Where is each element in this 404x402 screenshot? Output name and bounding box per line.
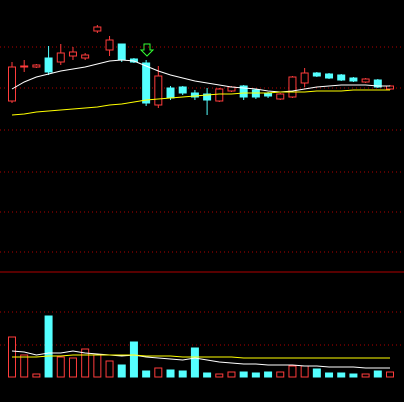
- candle-body: [300, 72, 309, 84]
- candle-body: [337, 74, 346, 81]
- candle-body: [361, 78, 370, 83]
- volume-bar: [178, 370, 187, 378]
- volume-bar: [190, 347, 199, 378]
- volume-bar: [312, 368, 321, 378]
- moving-average: [11, 350, 390, 369]
- candle-body: [154, 75, 163, 106]
- volume-bar: [325, 372, 334, 378]
- candle-body: [56, 52, 65, 63]
- volume-bar: [251, 372, 260, 378]
- candle-body: [32, 64, 41, 68]
- volume-bar: [154, 367, 163, 378]
- candle-body: [142, 62, 151, 104]
- candle-body: [117, 43, 126, 61]
- candle-body: [105, 39, 114, 51]
- volume-bar: [349, 373, 358, 378]
- volume-bar: [227, 371, 236, 378]
- candle-body: [203, 93, 212, 101]
- volume-bar: [81, 348, 90, 378]
- candle-body: [44, 57, 53, 73]
- moving-average: [11, 89, 390, 116]
- candle-body: [81, 54, 90, 59]
- volume-bar: [300, 365, 309, 378]
- volume-bar: [276, 371, 285, 378]
- volume-bar: [68, 357, 77, 378]
- candle-body: [20, 65, 29, 68]
- candle-body: [166, 87, 175, 99]
- volume-bar: [288, 365, 297, 378]
- volume-bar: [373, 370, 382, 378]
- volume-bar: [105, 360, 114, 378]
- volume-bar: [239, 371, 248, 378]
- candle-body: [68, 51, 77, 57]
- candle-body: [178, 86, 187, 94]
- moving-average: [12, 354, 390, 359]
- candle-body: [93, 26, 102, 32]
- volume-bar: [386, 371, 394, 378]
- candle-body: [288, 76, 297, 98]
- volume-bar: [264, 371, 273, 378]
- signal-arrow: [139, 43, 155, 57]
- candle-body: [190, 92, 199, 98]
- candle-body: [215, 88, 224, 102]
- candle-body: [8, 66, 16, 102]
- volume-bar: [32, 373, 41, 378]
- volume-bar: [142, 370, 151, 378]
- candle-body: [312, 72, 321, 77]
- volume-bar: [20, 354, 29, 378]
- volume-bar: [56, 356, 65, 378]
- volume-bar: [93, 354, 102, 378]
- candle-body: [276, 93, 285, 100]
- volume-bar: [129, 341, 138, 378]
- volume-bar: [166, 369, 175, 378]
- volume-bar: [203, 372, 212, 378]
- volume-bar: [215, 373, 224, 378]
- candle-body: [349, 77, 358, 82]
- volume-bar: [337, 372, 346, 378]
- volume-bar: [361, 373, 370, 378]
- volume-bar: [44, 315, 53, 378]
- candle-body: [239, 85, 248, 98]
- moving-average: [11, 59, 390, 93]
- candle-body: [325, 73, 334, 79]
- volume-bar: [117, 364, 126, 378]
- candle-body: [373, 79, 382, 88]
